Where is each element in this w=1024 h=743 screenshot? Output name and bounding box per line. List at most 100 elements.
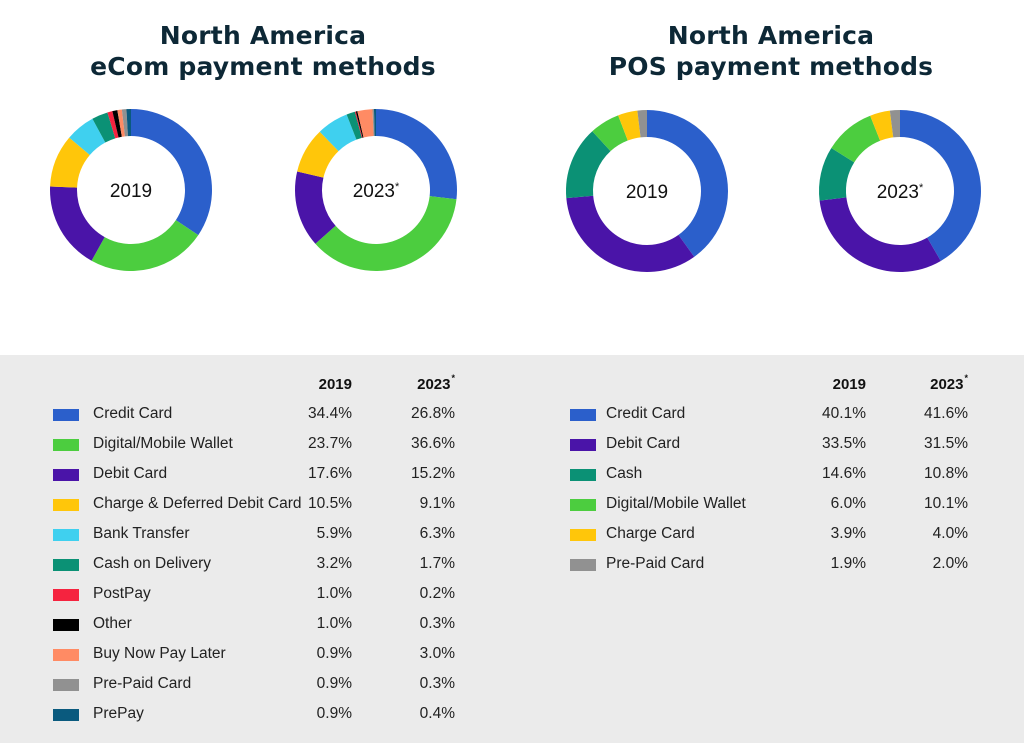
legend-label: Pre-Paid Card: [606, 555, 705, 572]
legend-row: Digital/Mobile Wallet 6.0% 10.1%: [0, 495, 1024, 515]
donut-slice-other: [355, 111, 364, 138]
legend-row: Bank Transfer 5.9% 6.3%: [0, 525, 1024, 545]
donut-slice-pre-paid-card: [637, 110, 647, 138]
legend-label: Credit Card: [93, 405, 173, 422]
value-cell: 9.1%: [419, 495, 455, 512]
value-cell: 41.6%: [924, 405, 968, 422]
donut-slice-credit-card: [131, 109, 213, 236]
column-header: 2023*: [888, 373, 968, 393]
ecom-chart-title: North America eCom payment methods: [53, 20, 473, 82]
legend-swatch: [53, 619, 79, 631]
value-cell: 14.6%: [822, 465, 866, 482]
value-cell: 3.2%: [316, 555, 352, 572]
value-cell: 5.9%: [316, 525, 352, 542]
legend-row: Pre-Paid Card 0.9% 0.3%: [0, 675, 1024, 695]
legend-swatch: [53, 559, 79, 571]
legend-label: Debit Card: [606, 435, 681, 452]
donut-slice-pre-paid-card: [372, 109, 375, 137]
donut-slice-prepay: [373, 109, 376, 137]
legend-row: PostPay 1.0% 0.2%: [0, 585, 1024, 605]
donut-slice-pre-paid-card: [889, 110, 900, 138]
donut-center-label: 2019: [110, 181, 152, 202]
donut-slice-debit-card: [819, 197, 941, 272]
legend-swatch: [53, 439, 79, 451]
legend-label: Other: [93, 615, 132, 632]
legend-swatch: [53, 529, 79, 541]
value-cell: 6.3%: [419, 525, 455, 542]
value-cell: 40.1%: [822, 405, 866, 422]
pos-chart-title: North America POS payment methods: [561, 20, 981, 82]
legend-label: Digital/Mobile Wallet: [606, 495, 746, 512]
value-cell: 36.6%: [411, 435, 455, 452]
column-header: 2023*: [375, 373, 455, 393]
donut-center-label: 2023*: [877, 182, 924, 203]
legend-swatch: [53, 679, 79, 691]
value-cell: 3.0%: [419, 645, 455, 662]
value-cell: 0.4%: [419, 705, 455, 722]
column-header: 2019: [272, 376, 352, 393]
donut-slice-other: [112, 110, 122, 138]
value-cell: 17.6%: [308, 465, 352, 482]
legend-row: Debit Card 33.5% 31.5%: [0, 435, 1024, 455]
value-cell: 23.7%: [308, 435, 352, 452]
donut-slice-postpay: [354, 111, 363, 138]
value-cell: 33.5%: [822, 435, 866, 452]
donut-slice-debit-card: [295, 171, 336, 244]
donut-slice-credit-card: [900, 110, 981, 261]
legend-row: Charge Card 3.9% 4.0%: [0, 525, 1024, 545]
donut-slice-postpay: [107, 111, 119, 139]
title-line: eCom payment methods: [90, 52, 436, 81]
donut-slice-charge-deferred-debit-card: [297, 131, 339, 178]
column-header-text: 2023: [930, 376, 964, 393]
donut-slice-prepay: [126, 109, 131, 137]
donut-slice-charge-deferred-debit-card: [50, 137, 90, 188]
legend-swatch: [53, 709, 79, 721]
legend-label: Pre-Paid Card: [93, 675, 192, 692]
value-cell: 10.1%: [924, 495, 968, 512]
donut-slice-buy-now-pay-later: [357, 109, 374, 138]
column-header-text: 2023: [417, 376, 451, 393]
legend-swatch: [53, 499, 79, 511]
column-header-text: 2019: [318, 376, 352, 393]
value-cell: 6.0%: [830, 495, 866, 512]
legend-label: PostPay: [93, 585, 151, 602]
value-cell: 31.5%: [924, 435, 968, 452]
title-line: North America: [667, 21, 875, 50]
value-cell: 1.0%: [316, 585, 352, 602]
value-cell: 0.3%: [419, 615, 455, 632]
legend-row: Cash on Delivery 3.2% 1.7%: [0, 555, 1024, 575]
legend-row: Digital/Mobile Wallet 23.7% 36.6%: [0, 435, 1024, 455]
donut-slice-cash-on-delivery: [346, 111, 362, 140]
legend-row: Credit Card 40.1% 41.6%: [0, 405, 1024, 425]
value-cell: 26.8%: [411, 405, 455, 422]
donut-slice-digital-mobile-wallet: [592, 115, 628, 152]
legend-row: Debit Card 17.6% 15.2%: [0, 465, 1024, 485]
legend-swatch: [570, 529, 596, 541]
legend-label: Bank Transfer: [93, 525, 190, 542]
value-cell: 10.8%: [924, 465, 968, 482]
legend-row: Other 1.0% 0.3%: [0, 615, 1024, 635]
donut-slice-cash-on-delivery: [92, 112, 116, 143]
value-cell: 10.5%: [308, 495, 352, 512]
donut-slice-cash: [566, 131, 611, 199]
legend-label: Digital/Mobile Wallet: [93, 435, 233, 452]
value-cell: 34.4%: [308, 405, 352, 422]
value-cell: 2.0%: [932, 555, 968, 572]
donut-slice-charge-card: [870, 110, 894, 141]
legend-swatch: [570, 559, 596, 571]
donut-center-label: 2023*: [353, 181, 400, 202]
donut-slice-bank-transfer: [69, 118, 106, 156]
value-cell: 0.9%: [316, 705, 352, 722]
value-cell: 0.2%: [419, 585, 455, 602]
footnote-mark: *: [964, 373, 968, 383]
legend-row: Cash 14.6% 10.8%: [0, 465, 1024, 485]
value-cell: 3.9%: [830, 525, 866, 542]
legend-label: Charge Card: [606, 525, 695, 542]
donut-charts: 2019 2023* 2019 2023*: [49, 109, 981, 272]
column-header-text: 2019: [832, 376, 866, 393]
legend-swatch: [570, 409, 596, 421]
donut-slice-digital-mobile-wallet: [831, 115, 881, 163]
legend-label: Buy Now Pay Later: [93, 645, 226, 662]
value-cell: 1.9%: [830, 555, 866, 572]
legend-label: Debit Card: [93, 465, 168, 482]
